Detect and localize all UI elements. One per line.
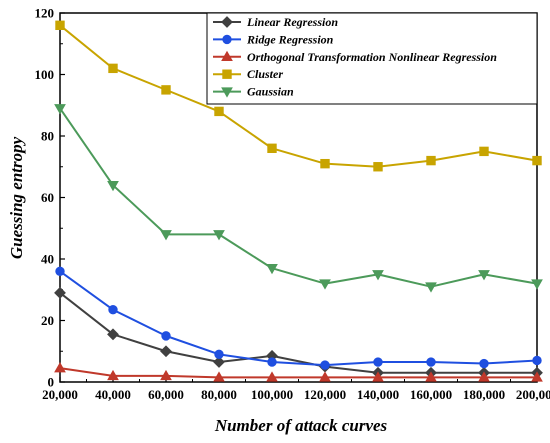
data-point	[161, 85, 171, 95]
data-point	[161, 331, 171, 341]
series-line	[59, 24, 538, 168]
x-tick-label: 60,000	[148, 387, 184, 402]
series-layer	[54, 20, 543, 382]
x-tick-label: 100,000	[251, 387, 293, 402]
data-point	[55, 266, 65, 276]
data-point	[213, 371, 225, 382]
y-tick-label: 0	[48, 375, 55, 390]
data-point	[320, 158, 330, 169]
x-tick-label: 180,000	[463, 387, 505, 402]
data-point	[426, 155, 436, 166]
data-point	[107, 328, 119, 341]
legend-box	[206, 12, 538, 105]
data-point	[479, 146, 489, 157]
legend-label: Ridge Regression	[246, 32, 334, 46]
legend-swatch-marker	[221, 50, 233, 62]
data-point	[160, 369, 172, 381]
legend-swatch-marker	[221, 87, 233, 98]
x-tick-label: 80,000	[201, 387, 237, 402]
x-axis-title: Number of attack curves	[214, 416, 388, 435]
data-point	[160, 345, 172, 358]
y-tick-label: 20	[41, 313, 54, 328]
data-point	[426, 357, 436, 367]
data-point	[531, 279, 543, 290]
data-point	[267, 357, 277, 367]
data-point	[54, 362, 66, 373]
legend-swatch-marker	[222, 34, 232, 45]
data-point	[213, 230, 225, 241]
data-point	[478, 371, 490, 382]
data-point	[54, 286, 66, 299]
y-tick-label: 40	[41, 252, 54, 267]
data-point	[108, 63, 118, 74]
legend-label: Orthogonal Transformation Nonlinear Regr…	[247, 50, 497, 64]
axes: 0 20 40 60 80 100 120 20,000 40,000 60,000 80,000 1…	[35, 6, 550, 403]
data-point	[373, 357, 383, 367]
x-tick-label: 140,000	[357, 387, 399, 402]
data-point	[55, 20, 65, 30]
data-point	[532, 355, 542, 366]
data-point	[320, 360, 330, 370]
data-point	[266, 371, 278, 382]
legend-label: Gaussian	[247, 85, 294, 99]
series-line	[59, 367, 537, 379]
legend-item: Linear Regression	[213, 15, 338, 29]
y-tick-label: 80	[41, 129, 54, 144]
series-line	[59, 270, 538, 367]
data-point	[160, 230, 172, 241]
legend-swatch-marker	[222, 69, 232, 79]
data-point	[107, 180, 119, 192]
data-point	[107, 369, 119, 381]
x-tick-label: 160,000	[410, 387, 452, 402]
data-point	[479, 358, 489, 369]
data-point	[319, 371, 331, 382]
legend-item: Gaussian	[213, 85, 294, 99]
series-3	[54, 362, 543, 382]
legend: Linear Regression Ridge Regression Orthogo…	[206, 12, 538, 105]
data-point	[478, 270, 490, 281]
data-point	[214, 106, 224, 117]
series-line	[59, 292, 537, 374]
data-point	[532, 155, 542, 166]
x-tick-label: 40,000	[95, 387, 131, 402]
legend-swatch-marker	[221, 16, 233, 28]
y-tick-label: 60	[41, 190, 54, 205]
data-point	[319, 279, 331, 290]
data-point	[373, 162, 383, 172]
data-point	[214, 349, 224, 360]
series-line	[59, 107, 538, 288]
data-point	[372, 270, 384, 281]
legend-item: Cluster	[213, 67, 283, 81]
y-tick-label: 100	[35, 67, 55, 82]
data-point	[267, 143, 277, 154]
data-point	[425, 371, 437, 382]
legend-item: Orthogonal Transformation Nonlinear Regr…	[213, 50, 497, 64]
legend-label: Cluster	[247, 67, 283, 81]
series-2	[55, 266, 542, 370]
data-point	[372, 371, 384, 382]
x-tick-label: 20,000	[42, 387, 78, 402]
x-tick-label: 120,000	[304, 387, 346, 402]
data-point	[213, 356, 225, 368]
data-point	[531, 371, 543, 382]
data-point	[425, 282, 437, 293]
series-5	[54, 104, 543, 293]
series-4	[55, 20, 542, 172]
y-tick-label: 120	[35, 6, 55, 21]
data-point	[266, 263, 278, 275]
legend-label: Linear Regression	[246, 15, 338, 29]
legend-item: Ridge Regression	[213, 32, 334, 46]
x-tick-label: 200,000	[516, 387, 550, 402]
y-axis-title: Guessing entropy	[7, 136, 26, 259]
data-point	[54, 104, 66, 115]
data-point	[108, 305, 118, 315]
